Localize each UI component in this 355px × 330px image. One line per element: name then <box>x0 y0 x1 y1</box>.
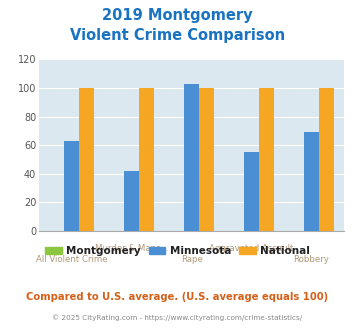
Bar <box>184 84 199 231</box>
Bar <box>65 141 80 231</box>
Text: Rape: Rape <box>181 255 203 264</box>
Text: Aggravated Assault: Aggravated Assault <box>209 244 294 253</box>
Legend: Montgomery, Minnesota, National: Montgomery, Minnesota, National <box>41 242 314 260</box>
Bar <box>319 88 334 231</box>
Bar <box>259 88 274 231</box>
Text: Murder & Mans...: Murder & Mans... <box>95 244 169 253</box>
Bar <box>244 152 259 231</box>
Text: Compared to U.S. average. (U.S. average equals 100): Compared to U.S. average. (U.S. average … <box>26 292 329 302</box>
Bar <box>304 132 319 231</box>
Text: 2019 Montgomery: 2019 Montgomery <box>102 8 253 23</box>
Text: Robbery: Robbery <box>294 255 329 264</box>
Bar <box>199 88 214 231</box>
Text: All Violent Crime: All Violent Crime <box>36 255 108 264</box>
Bar <box>139 88 154 231</box>
Bar <box>80 88 94 231</box>
Bar <box>124 171 139 231</box>
Text: Violent Crime Comparison: Violent Crime Comparison <box>70 28 285 43</box>
Text: © 2025 CityRating.com - https://www.cityrating.com/crime-statistics/: © 2025 CityRating.com - https://www.city… <box>53 314 302 321</box>
